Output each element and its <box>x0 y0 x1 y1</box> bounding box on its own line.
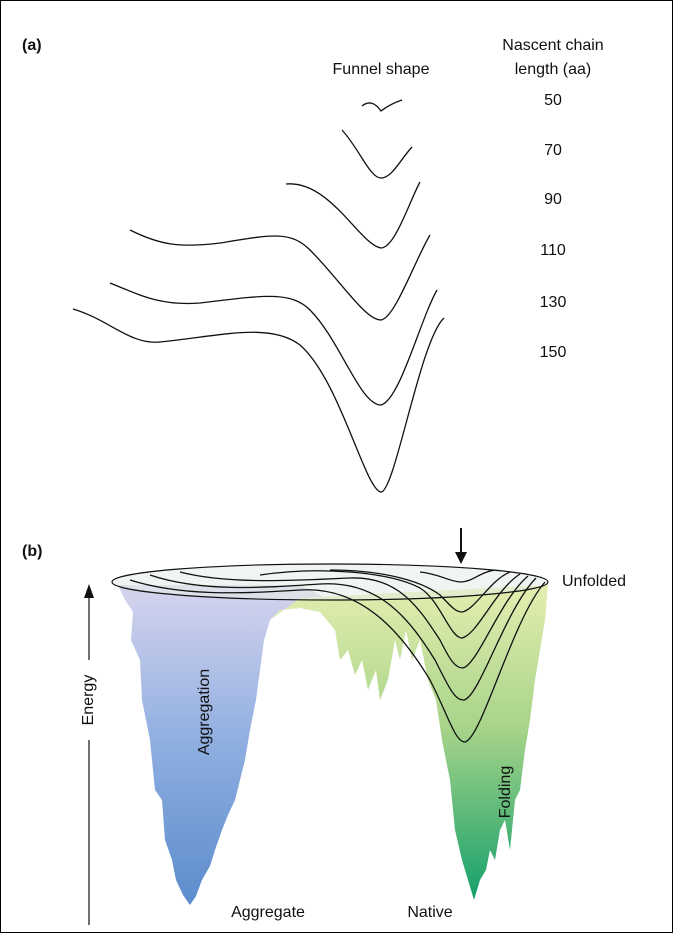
length-header: Nascent chain <box>502 37 603 54</box>
energy-arrow <box>84 584 94 598</box>
length-header: length (aa) <box>515 61 592 78</box>
length-label: 70 <box>544 142 562 159</box>
funnel-lines <box>129 569 546 743</box>
funnel-line <box>419 569 496 583</box>
panel-label: (b) <box>22 543 42 560</box>
native-label: Native <box>407 904 452 921</box>
funnel-line <box>149 574 537 701</box>
length-label: 130 <box>540 294 567 311</box>
funnel-curves <box>72 99 445 493</box>
length-labels: 50 70 90 110 130 150 <box>540 92 567 361</box>
length-label: 150 <box>540 344 567 361</box>
funnel-line <box>179 571 529 669</box>
aggregation-label: Aggregation <box>196 669 213 755</box>
funnel-curve <box>72 308 445 493</box>
funnel-curve <box>341 129 413 179</box>
folding-well <box>270 585 548 900</box>
panel-label: (a) <box>22 37 42 54</box>
length-label: 90 <box>544 191 562 208</box>
aggregate-label: Aggregate <box>231 904 305 921</box>
length-label: 50 <box>544 92 562 109</box>
funnel-line <box>129 579 546 743</box>
funnel-curve <box>109 282 438 406</box>
rim <box>111 563 549 601</box>
unfolded-label: Unfolded <box>562 573 626 590</box>
funnel-header: Funnel shape <box>333 61 430 78</box>
funnel-curve <box>361 99 403 112</box>
length-label: 110 <box>540 242 566 259</box>
energy-label: Energy <box>80 675 97 726</box>
funnel-curve <box>129 229 431 321</box>
folding-label: Folding <box>497 766 514 818</box>
aggregation-well <box>118 585 330 905</box>
funnel-line <box>329 569 511 613</box>
funnel-curve <box>285 181 421 249</box>
funnel-line <box>259 570 521 639</box>
arrow-head <box>455 552 467 564</box>
